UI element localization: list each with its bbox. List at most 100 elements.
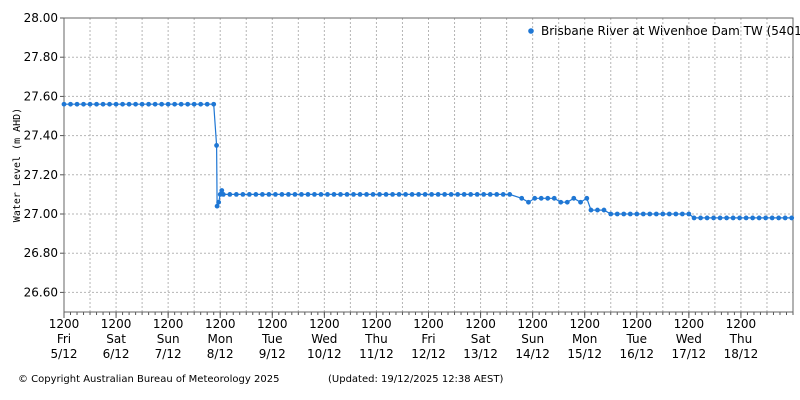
- data-point: [61, 101, 67, 107]
- data-point: [601, 207, 607, 213]
- data-point: [273, 192, 278, 197]
- data-point: [351, 192, 356, 197]
- x-tick-time: 1200: [361, 317, 392, 331]
- data-point: [216, 199, 222, 205]
- x-tick-time: 1200: [674, 317, 705, 331]
- data-point: [494, 192, 500, 197]
- data-point: [100, 101, 106, 107]
- data-point: [614, 211, 620, 217]
- y-tick-label: 27.40: [24, 129, 58, 143]
- data-point: [724, 215, 730, 221]
- data-point: [640, 211, 646, 217]
- data-point: [551, 195, 557, 201]
- y-tick-label: 28.00: [24, 11, 58, 25]
- x-tick-time: 1200: [517, 317, 548, 331]
- data-point: [507, 192, 513, 197]
- data-point: [519, 195, 525, 201]
- data-point: [331, 192, 337, 197]
- data-point: [74, 101, 80, 107]
- data-point: [178, 101, 184, 107]
- y-tick-label: 27.60: [24, 89, 58, 103]
- x-tick-time: 1200: [622, 317, 653, 331]
- data-point: [532, 195, 538, 201]
- data-point: [691, 215, 697, 221]
- x-tick-date: 12/12: [411, 347, 446, 361]
- updated-timestamp: (Updated: 19/12/2025 12:38 AEST): [328, 374, 504, 385]
- x-tick-weekday: Sat: [471, 332, 491, 346]
- data-point: [191, 101, 197, 107]
- data-point: [422, 192, 428, 197]
- x-tick-time: 1200: [49, 317, 80, 331]
- data-point: [370, 192, 376, 197]
- data-point: [627, 211, 633, 217]
- x-tick-weekday: Sat: [106, 332, 126, 346]
- x-tick-date: 18/12: [724, 347, 759, 361]
- data-point: [377, 192, 382, 197]
- data-point: [730, 215, 736, 221]
- x-tick-date: 15/12: [567, 347, 602, 361]
- data-point: [246, 192, 252, 197]
- data-point: [253, 192, 259, 197]
- x-tick-weekday: Sun: [157, 332, 180, 346]
- x-tick-date: 9/12: [259, 347, 286, 361]
- data-point: [647, 211, 653, 217]
- data-point: [686, 211, 692, 217]
- data-point: [325, 192, 330, 197]
- data-point: [107, 101, 112, 107]
- y-tick-label: 26.60: [24, 285, 58, 299]
- data-point: [68, 101, 73, 107]
- data-point: [94, 101, 99, 107]
- data-point: [500, 192, 506, 197]
- x-tick-time: 1200: [569, 317, 600, 331]
- legend-label: Brisbane River at Wivenhoe Dam TW (54017…: [541, 24, 800, 38]
- data-point: [588, 207, 594, 213]
- data-point: [455, 192, 461, 197]
- data-point: [769, 215, 775, 221]
- data-point: [481, 192, 487, 197]
- data-point: [312, 192, 317, 197]
- data-point: [211, 101, 217, 107]
- data-point: [571, 195, 577, 201]
- data-point: [442, 192, 448, 197]
- data-point: [146, 101, 152, 107]
- x-tick-time: 1200: [465, 317, 496, 331]
- data-point: [240, 192, 246, 197]
- data-point: [113, 101, 119, 107]
- copyright-notice: © Copyright Australian Bureau of Meteoro…: [18, 374, 280, 385]
- x-tick-date: 7/12: [155, 347, 182, 361]
- data-point: [299, 192, 304, 197]
- data-point: [474, 192, 480, 197]
- x-tick-time: 1200: [205, 317, 236, 331]
- x-tick-date: 13/12: [463, 347, 498, 361]
- data-point: [81, 101, 86, 107]
- x-tick-date: 10/12: [307, 347, 342, 361]
- plot-border: [63, 17, 794, 313]
- x-tick-date: 17/12: [672, 347, 707, 361]
- y-tick-label: 27.20: [24, 168, 58, 182]
- data-point: [133, 101, 138, 107]
- data-point: [416, 192, 422, 197]
- data-point: [219, 188, 225, 193]
- data-point: [743, 215, 749, 221]
- x-tick-weekday: Wed: [311, 332, 337, 346]
- data-point: [87, 101, 93, 107]
- data-point: [673, 211, 679, 217]
- data-point: [487, 192, 493, 197]
- data-point: [259, 192, 265, 197]
- data-point: [165, 101, 171, 107]
- y-tick-label: 27.00: [24, 207, 58, 221]
- x-tick-date: 5/12: [51, 347, 78, 361]
- x-tick-date: 14/12: [515, 347, 550, 361]
- x-tick-time: 1200: [726, 317, 757, 331]
- data-point: [266, 192, 272, 197]
- x-tick-weekday: Thu: [729, 332, 753, 346]
- data-point: [704, 215, 710, 221]
- data-point: [198, 101, 204, 107]
- x-tick-weekday: Mon: [208, 332, 233, 346]
- data-point: [214, 203, 220, 209]
- data-point: [126, 101, 132, 107]
- data-point: [185, 101, 191, 107]
- data-point: [776, 215, 782, 221]
- data-point: [666, 211, 672, 217]
- data-point: [621, 211, 627, 217]
